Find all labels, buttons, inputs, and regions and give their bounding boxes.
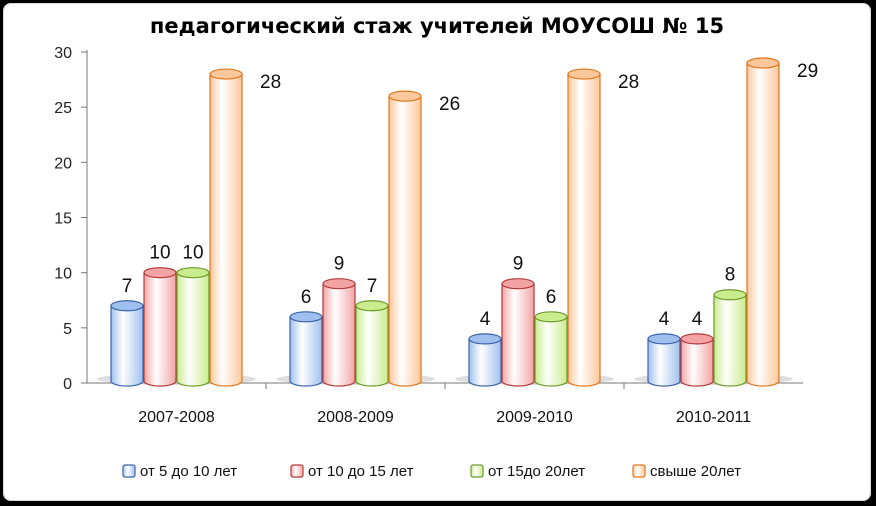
bar-top	[647, 333, 681, 345]
bar	[567, 73, 601, 387]
bar-top	[468, 333, 502, 345]
bar-top	[534, 311, 568, 323]
y-tick-label: 15	[54, 211, 72, 228]
chart-frame: педагогический стаж учителей МОУСОШ № 15…	[3, 3, 871, 501]
y-tick-label: 10	[54, 266, 72, 283]
y-tick-label: 30	[54, 45, 72, 62]
data-label: 9	[334, 254, 345, 275]
data-labels: 7 10 10 28 6 9 7 26 4 9 6 28 4 4 8 29	[122, 61, 818, 330]
bar-top	[501, 278, 535, 290]
data-label: 7	[122, 276, 133, 297]
bar-top	[355, 300, 389, 312]
bar	[289, 316, 323, 387]
y-tick-label: 25	[54, 100, 72, 117]
bar	[110, 305, 144, 387]
data-label: 6	[301, 287, 312, 308]
bar	[680, 338, 714, 387]
y-tick-label: 0	[63, 376, 72, 393]
bars	[97, 57, 793, 387]
data-label: 26	[439, 94, 460, 115]
legend-swatch	[290, 464, 304, 478]
legend-swatch	[122, 464, 136, 478]
bar-top	[289, 311, 323, 323]
axes: 0 5 10 15 20 25 30 2007-2008 2008-2009 2009-2010 2…	[54, 45, 803, 426]
bar-top	[567, 68, 601, 80]
bar	[713, 294, 747, 387]
bar	[746, 62, 780, 387]
bar	[355, 305, 389, 387]
x-category-label: 2009-2010	[496, 409, 573, 426]
data-label: 4	[659, 309, 670, 330]
legend: от 5 до 10 лет от 10 до 15 лет от 15до 20л…	[122, 463, 741, 480]
bar	[143, 272, 177, 387]
data-label: 9	[513, 254, 524, 275]
data-label: 7	[367, 276, 378, 297]
data-label: 8	[725, 265, 736, 286]
bar	[501, 283, 535, 387]
data-label: 10	[149, 243, 170, 264]
bar-top	[746, 57, 780, 69]
legend-label: от 15до 20лет	[488, 463, 585, 480]
x-category-label: 2008-2009	[317, 409, 394, 426]
bar-top	[680, 333, 714, 345]
bar	[468, 338, 502, 387]
data-label: 4	[480, 309, 491, 330]
bar	[176, 272, 210, 387]
bar	[322, 283, 356, 387]
data-label: 28	[260, 72, 281, 93]
bar	[388, 95, 422, 387]
y-tick-label: 5	[63, 321, 72, 338]
bar-top	[322, 278, 356, 290]
bar-top	[143, 267, 177, 279]
bar-top	[176, 267, 210, 279]
x-category-label: 2010-2011	[676, 409, 751, 426]
legend-label: от 5 до 10 лет	[140, 463, 237, 480]
legend-swatch	[470, 464, 484, 478]
chart-title: педагогический стаж учителей МОУСОШ № 15	[150, 14, 724, 38]
bar-top	[713, 289, 747, 301]
x-category-label: 2007-2008	[138, 409, 215, 426]
data-label: 28	[618, 72, 639, 93]
data-label: 4	[692, 309, 703, 330]
bar-top	[209, 68, 243, 80]
legend-label: свыше 20лет	[650, 463, 741, 480]
legend-swatch	[632, 464, 646, 478]
data-label: 10	[182, 243, 203, 264]
bar-top	[110, 300, 144, 312]
data-label: 29	[797, 61, 818, 82]
bar	[209, 73, 243, 387]
bar-top	[388, 90, 422, 102]
bar	[534, 316, 568, 387]
y-tick-label: 20	[54, 155, 72, 172]
legend-label: от 10 до 15 лет	[308, 463, 414, 480]
data-label: 6	[546, 287, 557, 308]
bar	[647, 338, 681, 387]
chart: педагогический стаж учителей МОУСОШ № 15…	[54, 14, 818, 480]
